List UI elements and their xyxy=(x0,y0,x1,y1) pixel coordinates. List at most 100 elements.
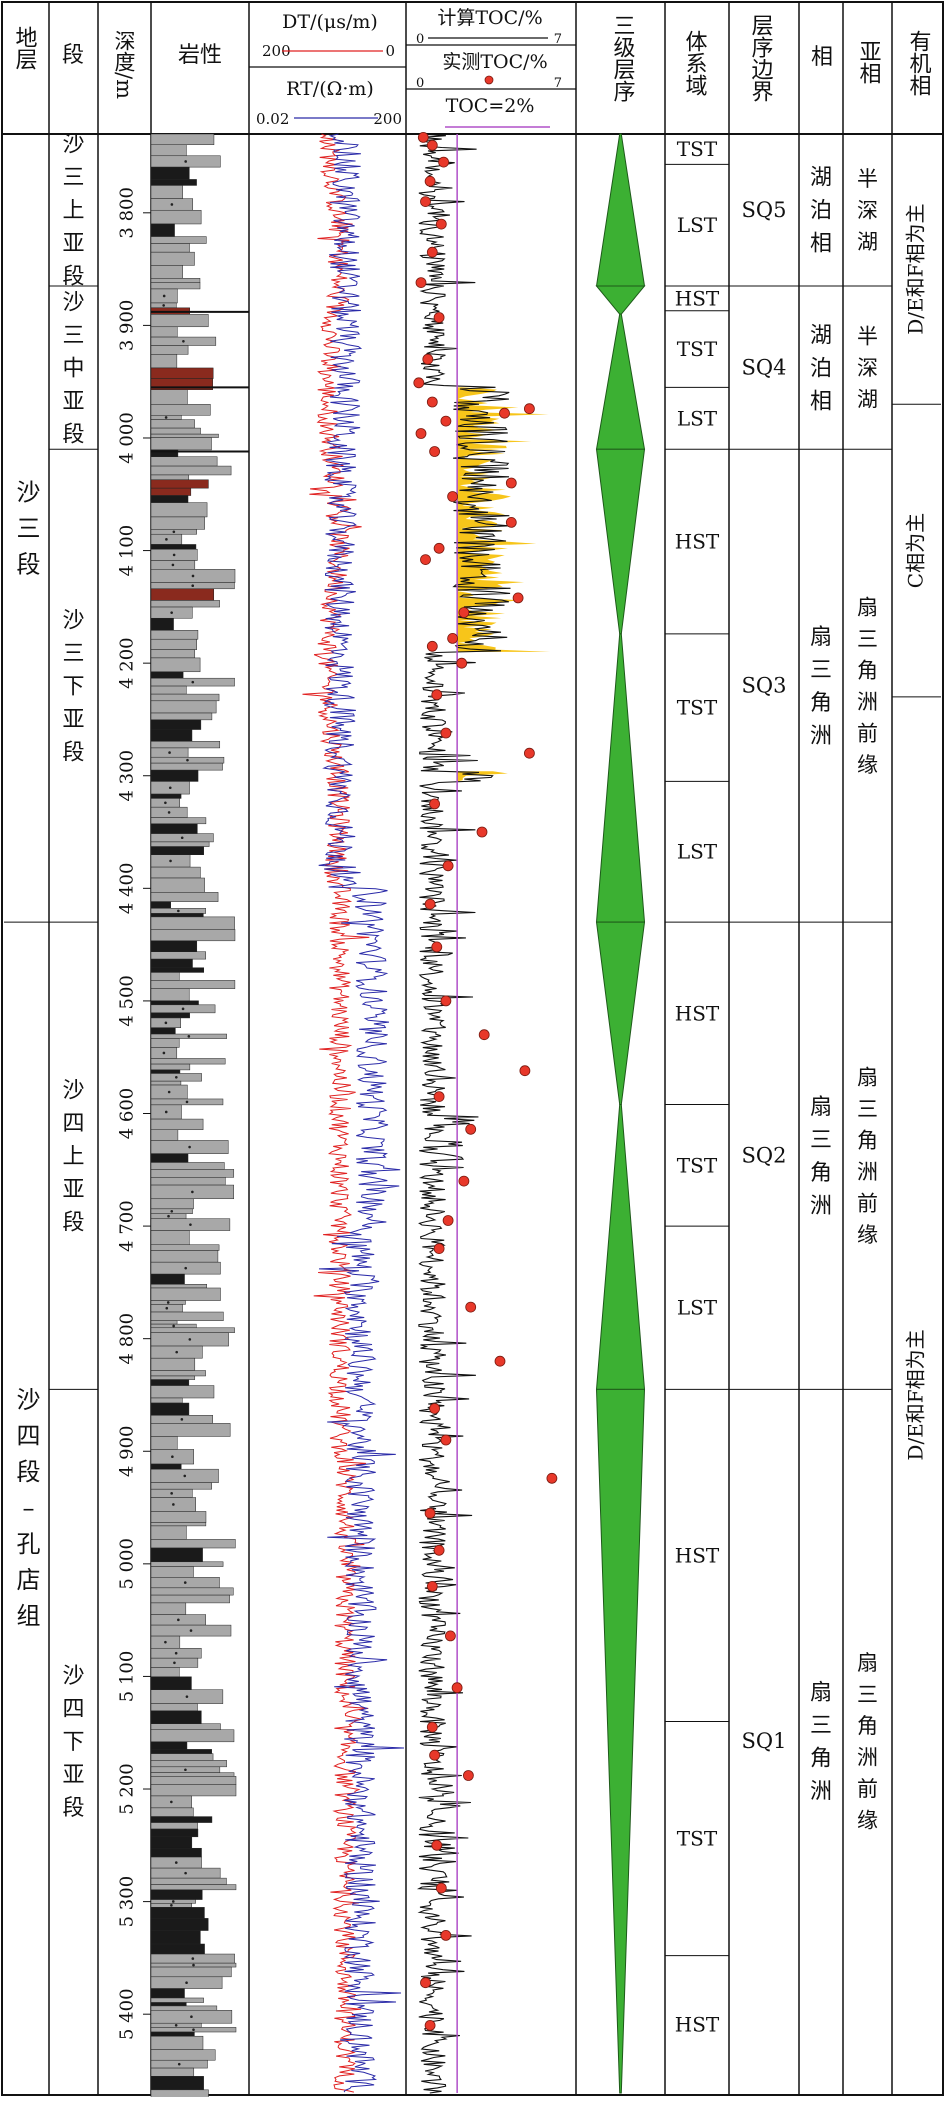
measured-toc-point xyxy=(433,542,445,554)
subfacies-label-char: 湖 xyxy=(857,230,878,254)
measured-toc-point xyxy=(429,446,441,457)
subfacies-label-char: 洲 xyxy=(857,690,878,714)
facies-label-char: 扇 xyxy=(810,1680,832,1705)
lithology-grain-dot xyxy=(177,1618,180,1622)
lithology-bed xyxy=(150,793,182,799)
measured-toc-point xyxy=(524,403,535,415)
header-dt-left: 200 xyxy=(262,42,291,60)
lithology-grain-dot xyxy=(183,1581,187,1584)
measured-toc-point xyxy=(476,826,488,838)
lithology-grain-dot xyxy=(170,1800,173,1804)
lithology-bed xyxy=(150,2035,204,2050)
lithology-grain-dot xyxy=(162,304,165,307)
header-toc-calc-left: 0 xyxy=(416,32,424,47)
toc-calc-curve xyxy=(416,133,511,2094)
header-dt-right: 0 xyxy=(385,42,395,60)
systems-tract-label: HST xyxy=(675,1001,720,1025)
lithology-bed xyxy=(150,1828,199,1838)
subfacies-label-char: 扇 xyxy=(857,1651,878,1675)
lithology-bed xyxy=(150,1776,237,1785)
lithology-bed xyxy=(150,179,197,186)
lithology-grain-dot xyxy=(185,1695,189,1698)
depth-tick-label: 4 400 xyxy=(117,863,138,915)
header-facies: 相 xyxy=(811,45,833,70)
header-third-order: 三级层序 xyxy=(610,14,636,102)
lithology-grain-dot xyxy=(175,1350,178,1354)
measured-toc-point xyxy=(424,898,436,910)
measured-toc-point xyxy=(433,1544,445,1556)
lithology-bed xyxy=(150,1169,235,1178)
lithology-bed xyxy=(150,427,201,435)
lithology-bed xyxy=(150,940,198,952)
lithology-bed xyxy=(150,1943,205,1955)
lithology-bed xyxy=(150,1807,194,1817)
lithology-grain-dot xyxy=(191,1957,195,1960)
facies-label-char: 泊 xyxy=(810,356,832,381)
lithology-bed xyxy=(150,1436,178,1450)
lithology-grain-dot xyxy=(166,1301,170,1304)
lithology-bed xyxy=(150,817,207,825)
lithology-bed xyxy=(150,729,193,742)
measured-toc-point xyxy=(426,396,438,408)
measured-toc-point xyxy=(426,246,438,258)
header-rt-label: RT/(Ω·m) xyxy=(286,78,374,100)
header-toc-meas-left: 0 xyxy=(416,76,424,91)
lithology-bed xyxy=(150,251,195,266)
lithology-bed xyxy=(150,437,212,451)
lithology-bed xyxy=(150,389,188,405)
measured-toc-point xyxy=(424,175,436,187)
lithology-grain-dot xyxy=(189,1223,192,1226)
lithology-bed xyxy=(150,700,217,714)
systems-tract-label: HST xyxy=(675,286,720,310)
facies-label-char: 相 xyxy=(810,389,832,414)
subfacies-label-char: 角 xyxy=(857,1714,878,1738)
lithology-grain-dot xyxy=(185,1981,188,1985)
depth-tick-label: 4 900 xyxy=(117,1425,138,1477)
lithology-grain-dot xyxy=(167,811,171,814)
facies-label-char: 湖 xyxy=(810,166,832,191)
lithology-bed xyxy=(150,1357,196,1371)
lithology-bed xyxy=(150,671,184,679)
lithology-bed xyxy=(150,712,213,721)
lithology-bed xyxy=(150,1162,225,1170)
subfacies-label-char: 三 xyxy=(857,1097,878,1121)
lithology-bed xyxy=(150,1069,181,1074)
sequence-triangle xyxy=(595,921,646,1105)
header-segment: 段 xyxy=(62,43,84,68)
lithology-bed xyxy=(150,1602,187,1615)
lithology-bed xyxy=(150,1129,179,1141)
depth-tick-label: 4 200 xyxy=(117,637,138,689)
lithology-bed xyxy=(150,1311,224,1321)
subfacies-label-char: 缘 xyxy=(857,753,878,777)
segment-label-char: 段 xyxy=(62,422,84,447)
measured-toc-point xyxy=(426,139,438,151)
lithology-grain-dot xyxy=(187,1035,191,1038)
formation-label-char: 孔 xyxy=(17,1530,41,1558)
sequence-triangle xyxy=(595,313,646,450)
sequence-triangle xyxy=(595,633,646,923)
lithology-bed xyxy=(150,719,202,730)
measured-toc-point xyxy=(429,798,441,810)
subfacies-label-char: 深 xyxy=(857,198,878,222)
segment-label-char: 沙 xyxy=(62,1664,84,1689)
lithology-bed xyxy=(150,433,219,438)
depth-tick-label: 4 100 xyxy=(117,525,138,577)
facies-label-char: 三 xyxy=(810,1713,832,1738)
facies-label-char: 角 xyxy=(810,691,832,716)
lithology-bed xyxy=(150,1402,190,1416)
subfacies-label-char: 角 xyxy=(857,1128,878,1152)
measured-toc-point xyxy=(440,727,452,739)
lithology-bed xyxy=(150,1397,183,1404)
measured-toc-point xyxy=(505,517,517,528)
depth-tick-label: 5 200 xyxy=(117,1763,138,1815)
measured-toc-point xyxy=(415,277,427,289)
systems-tract-label: LST xyxy=(677,1296,718,1320)
lithology-bed xyxy=(150,913,204,918)
measured-toc-point xyxy=(420,1977,431,1989)
measured-toc-point xyxy=(424,1507,436,1519)
segment-label-char: 三 xyxy=(62,166,84,191)
formation-label-char: 四 xyxy=(17,1422,41,1450)
measured-toc-point xyxy=(440,995,452,1007)
lithology-grain-dot xyxy=(191,680,195,684)
lithology-bed xyxy=(150,2089,209,2101)
